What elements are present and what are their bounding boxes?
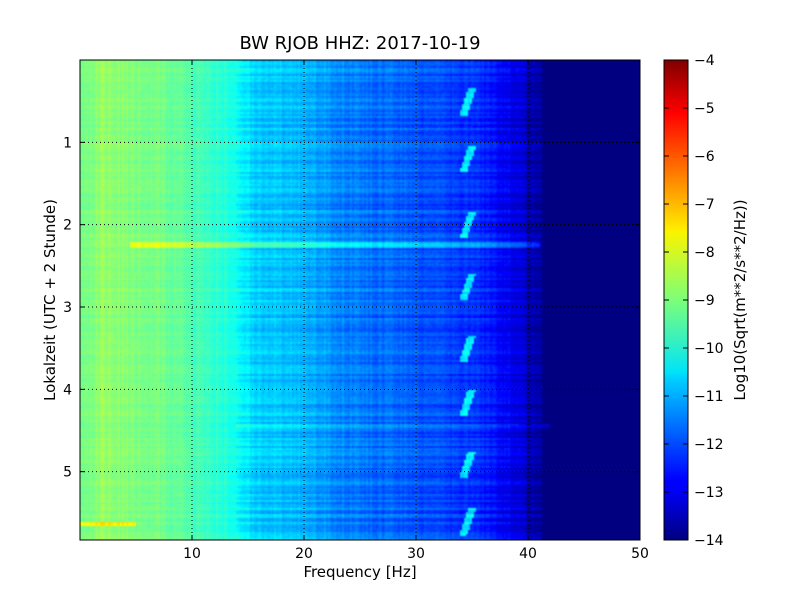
spectrogram-heatmap bbox=[80, 60, 640, 540]
x-tick-label: 20 bbox=[295, 546, 313, 562]
plot-frame bbox=[79, 59, 641, 541]
colorbar-tick-label: −6 bbox=[694, 149, 715, 165]
colorbar-tick-label: −10 bbox=[694, 341, 724, 357]
x-tick-label: 30 bbox=[407, 546, 425, 562]
colorbar-tick-label: −7 bbox=[694, 197, 715, 213]
colorbar-tick-label: −4 bbox=[694, 53, 715, 69]
chart-title: BW RJOB HHZ: 2017-10-19 bbox=[239, 33, 480, 54]
y-tick-label: 4 bbox=[63, 382, 72, 398]
colorbar-ticks: −4 −5 −6 −7 −8 −9 −10 −11 −12 −13 −14 bbox=[664, 53, 724, 549]
colorbar-tick-label: −9 bbox=[694, 293, 715, 309]
x-tick-label: 50 bbox=[631, 546, 649, 562]
y-axis-ticks: 1 2 3 4 5 bbox=[63, 135, 640, 481]
colorbar: −4 −5 −6 −7 −8 −9 −10 −11 −12 −13 −14 bbox=[663, 53, 724, 549]
spectrogram-plot: 10 20 30 40 50 1 2 3 4 5 bbox=[63, 59, 649, 562]
colorbar-tick-label: −11 bbox=[694, 389, 724, 405]
y-axis-label: Lokalzeit (UTC + 2 Stunde) bbox=[41, 199, 59, 401]
colorbar-tick-label: −8 bbox=[694, 245, 715, 261]
colorbar-tick-label: −12 bbox=[694, 437, 724, 453]
x-axis-ticks: 10 20 30 40 50 bbox=[183, 60, 649, 562]
colorbar-tick-label: −5 bbox=[694, 101, 715, 117]
colorbar-tick-label: −14 bbox=[694, 533, 724, 549]
colorbar-tick-label: −13 bbox=[694, 485, 724, 501]
grid-lines bbox=[80, 60, 640, 540]
y-tick-label: 3 bbox=[63, 300, 72, 316]
colorbar-label: Log10(Sqrt(m**2/s**2/Hz)) bbox=[731, 199, 749, 400]
y-tick-label: 2 bbox=[63, 218, 72, 234]
x-tick-label: 10 bbox=[183, 546, 201, 562]
x-axis-label: Frequency [Hz] bbox=[303, 563, 416, 581]
x-tick-label: 40 bbox=[519, 546, 537, 562]
y-tick-label: 1 bbox=[63, 135, 72, 151]
y-tick-label: 5 bbox=[63, 465, 72, 481]
